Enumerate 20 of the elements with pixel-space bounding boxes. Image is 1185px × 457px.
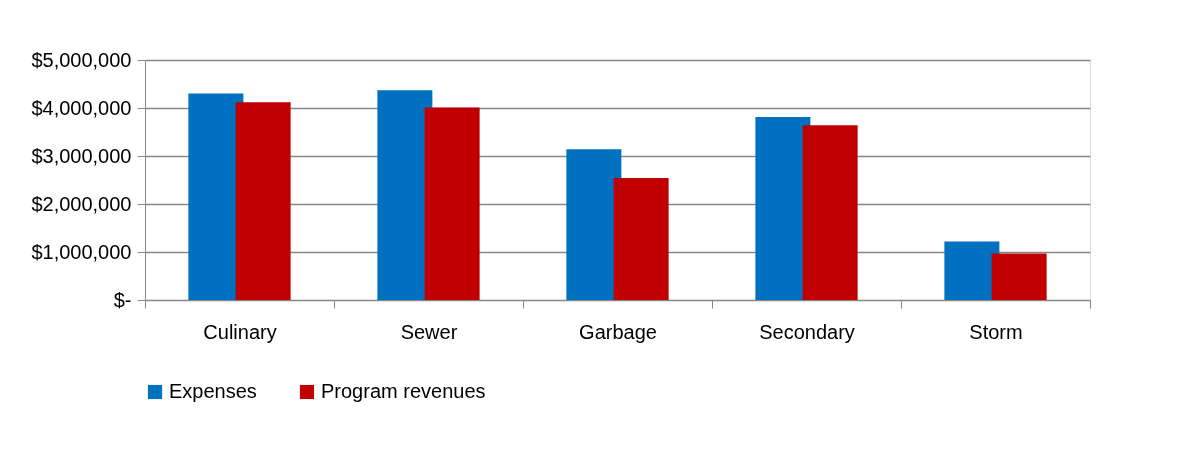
bar <box>944 241 1000 300</box>
legend-label: Expenses <box>169 380 257 402</box>
y-tick-label: $5,000,000 <box>31 48 132 71</box>
y-tick-label: $4,000,000 <box>31 96 132 119</box>
y-tick-label: $3,000,000 <box>31 144 132 167</box>
x-tick-label: Culinary <box>203 320 277 343</box>
y-tick-label: $- <box>113 288 132 311</box>
bar <box>235 102 291 300</box>
x-tick-label: Secondary <box>759 320 855 343</box>
legend-label: Program revenues <box>321 380 486 402</box>
bar <box>566 149 622 300</box>
y-tick-label: $1,000,000 <box>31 240 132 263</box>
bar <box>802 125 858 300</box>
x-tick-label: Sewer <box>400 320 458 343</box>
y-tick-label: $2,000,000 <box>31 192 132 215</box>
bar <box>991 253 1047 300</box>
bar <box>613 178 669 300</box>
x-tick-label: Storm <box>969 320 1023 343</box>
x-tick-label: Garbage <box>579 320 657 343</box>
bar <box>424 107 480 300</box>
